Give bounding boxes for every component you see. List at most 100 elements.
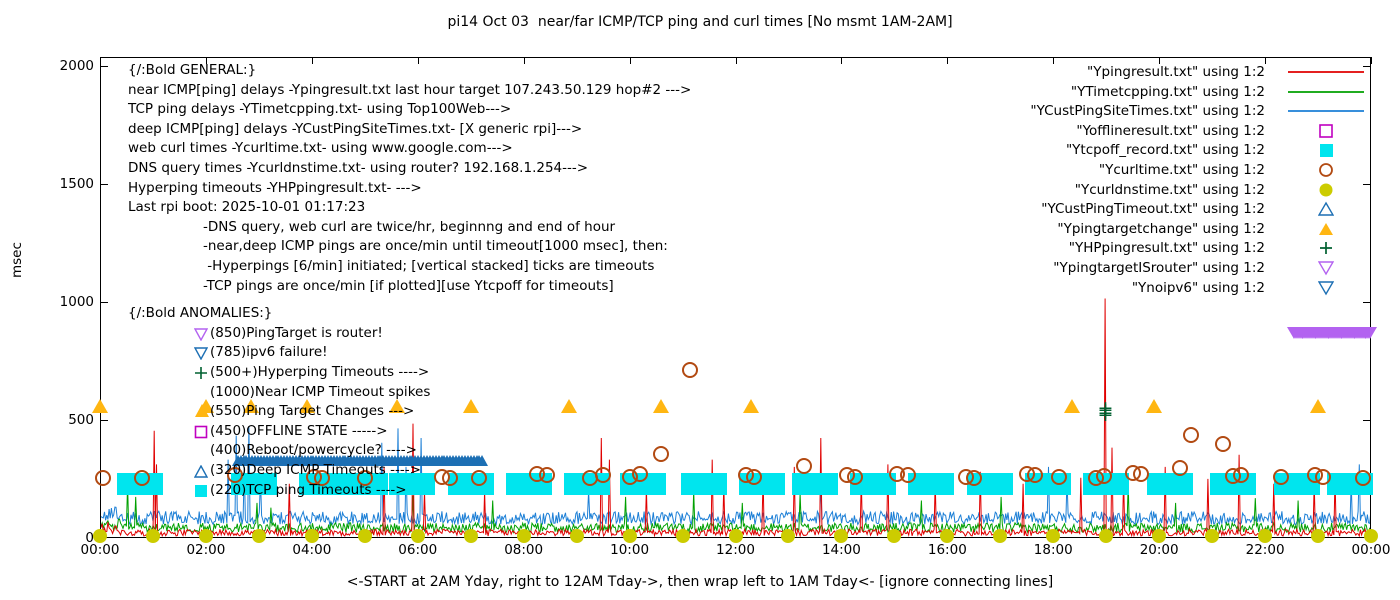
triangle-down-violet-icon	[193, 326, 209, 345]
curl-time-marker	[441, 469, 458, 486]
curl-time-marker	[1182, 426, 1199, 443]
x-tick-label: 00:00	[1351, 542, 1391, 558]
y-tick-label-1500: 1500	[59, 176, 94, 192]
triangle-down-blue-icon	[193, 345, 209, 364]
curl-time-marker	[965, 469, 982, 486]
ping-target-change-marker	[1063, 399, 1080, 414]
curl-time-marker	[1355, 469, 1372, 486]
anomaly-line: (400)Reboot/powercycle? ---->	[210, 442, 417, 459]
anomaly-line: (550)Ping Target Changes --->	[210, 403, 415, 420]
general-note: -DNS query, web curl are twice/hr, begin…	[203, 218, 616, 235]
legend-line-sample	[1288, 84, 1364, 104]
legend-label: "Ytcpoff_record.txt" using 1:2	[1065, 142, 1265, 159]
ping-target-change-marker	[1145, 399, 1162, 414]
deep-icmp-timeout-marker	[476, 455, 489, 467]
legend-circle-open-icon	[1318, 162, 1334, 182]
dns-time-marker	[675, 529, 690, 544]
legend-square-filled-icon	[1318, 142, 1334, 162]
legend-label: "Yofflineresult.txt" using 1:2	[1076, 122, 1265, 139]
legend-circle-filled-icon	[1318, 182, 1334, 202]
general-note: -Hyperpings [6/min] initiated; [vertical…	[203, 258, 655, 274]
legend-line-sample	[1288, 103, 1364, 123]
x-axis-label: <-START at 2AM Yday, right to 12AM Tday-…	[346, 574, 1054, 590]
anomaly-line: (1000)Near ICMP Timeout spikes	[210, 383, 431, 400]
curl-time-marker	[1026, 467, 1043, 484]
triangle-up-orange-icon	[194, 403, 210, 422]
anomaly-line: (320)Deep ICMP Timeouts ---->	[210, 462, 421, 478]
curl-time-marker	[653, 445, 670, 462]
x-tick-label: 00:00	[80, 542, 120, 558]
dns-time-marker	[940, 529, 955, 544]
x-tick-label: 12:00	[716, 542, 755, 558]
y-tick-1500	[100, 184, 108, 185]
y-tick-label-2000: 2000	[59, 58, 94, 74]
ping-target-change-marker	[1310, 399, 1327, 414]
general-line: Last rpi boot: 2025-10-01 01:17:23	[128, 199, 366, 216]
x-tick-top	[735, 57, 737, 64]
page-title: pi14 Oct 03 near/far ICMP/TCP ping and c…	[447, 14, 953, 30]
dns-time-marker	[304, 529, 319, 544]
square-magenta-icon	[194, 424, 208, 443]
curl-time-marker	[1172, 460, 1189, 477]
y-tick-right-1500	[1363, 184, 1371, 185]
y-tick-1000	[100, 302, 108, 303]
dns-time-marker	[781, 529, 796, 544]
dns-time-marker	[834, 529, 849, 544]
trace-line	[101, 483, 1370, 535]
ping-target-change-marker	[743, 399, 760, 414]
curl-time-marker	[1095, 467, 1112, 484]
dns-time-marker	[1258, 529, 1273, 544]
ping-target-change-marker	[653, 399, 670, 414]
plus-green-icon	[194, 365, 208, 384]
hyperping-timeout-marker: +	[1097, 403, 1114, 426]
curl-time-marker	[134, 469, 151, 486]
dns-time-marker	[1364, 529, 1378, 544]
anomaly-line: (220)TCP ping Timeouts ---->	[210, 481, 407, 498]
anomaly-line: (500+)Hyperping Timeouts ---->	[210, 364, 430, 380]
ping-target-change-marker	[92, 399, 108, 414]
anomaly-line: (450)OFFLINE STATE ----->	[210, 422, 388, 439]
y-tick-label-500: 500	[68, 412, 94, 428]
hyperping-timeout-marker: +	[1097, 401, 1114, 424]
anomalies-header: {/:Bold ANOMALIES:}	[128, 305, 273, 322]
x-tick-top	[1371, 57, 1372, 64]
x-tick-label: 14:00	[821, 542, 861, 558]
dns-time-marker	[1311, 529, 1326, 544]
general-line: web curl times -Ycurltime.txt- using www…	[128, 140, 513, 157]
curl-time-marker	[314, 469, 331, 486]
tcp-timeout-block	[680, 472, 727, 495]
x-tick-top	[311, 57, 313, 64]
dns-time-marker	[1099, 529, 1114, 544]
y-tick-right-2000	[1363, 66, 1371, 67]
legend-label: "YCustPingSiteTimes.txt" using 1:2	[1030, 103, 1265, 120]
ping-target-change-marker	[560, 399, 577, 414]
y-tick-right-1000	[1363, 302, 1371, 303]
legend-label: "YTimetcpping.txt" using 1:2	[1070, 83, 1265, 100]
curl-time-marker	[595, 467, 612, 484]
legend-square-open-icon	[1318, 123, 1334, 143]
legend-label: "Ypingtargetchange" using 1:2	[1057, 220, 1265, 237]
curl-time-marker	[796, 457, 813, 474]
dns-time-marker	[516, 529, 531, 544]
dns-time-marker	[463, 529, 478, 544]
dns-time-marker	[1046, 529, 1061, 544]
dns-time-marker	[622, 529, 637, 544]
dns-time-marker	[887, 529, 902, 544]
dns-time-marker	[1205, 529, 1220, 544]
dns-time-marker	[145, 529, 160, 544]
dns-time-marker	[1152, 529, 1167, 544]
y-tick-500	[100, 420, 108, 421]
curl-time-marker	[470, 469, 487, 486]
hyperping-timeout-marker: +	[1097, 399, 1114, 422]
anomaly-line: (850)PingTarget is router!	[210, 324, 383, 341]
general-line: TCP ping delays -YTimetcpping.txt- using…	[128, 101, 512, 118]
curl-time-marker	[1050, 468, 1067, 485]
curl-time-marker	[682, 361, 699, 378]
hyperping-timeout-marker: +	[1097, 396, 1114, 419]
x-tick-top	[1159, 57, 1161, 64]
x-tick-label: 18:00	[1033, 542, 1073, 558]
general-note: -near,deep ICMP pings are once/min until…	[203, 238, 668, 255]
ping-target-change-marker	[388, 399, 405, 414]
curl-time-marker	[1272, 468, 1289, 485]
legend-triangle-down-open-icon	[1317, 280, 1335, 300]
